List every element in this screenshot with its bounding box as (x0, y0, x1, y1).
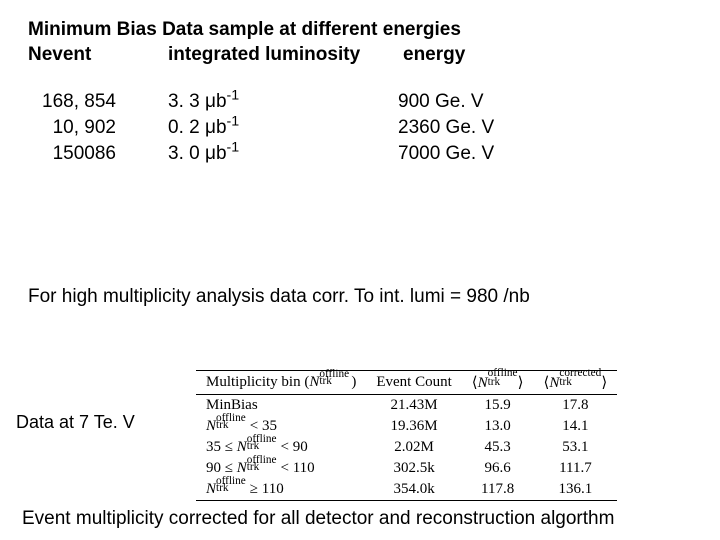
c4-cell: 53.1 (534, 437, 618, 458)
table-header-row: Multiplicity bin (Nofflinetrk) Event Cou… (196, 371, 617, 395)
col-nevent: Nevent (28, 43, 168, 68)
bin-cell: Nofflinetrk ≥ 110 (196, 479, 366, 501)
table-row: Nofflinetrk ≥ 110 354.0k 117.8 136.1 (196, 479, 617, 501)
lumi: 0. 2 μb-1 (168, 115, 338, 141)
c3-cell: 117.8 (462, 479, 534, 501)
data-block: 168, 854 3. 3 μb-1 900 Ge. V 10, 902 0. … (28, 89, 692, 166)
c3-cell: 96.6 (462, 458, 534, 479)
bin-cell: 35 ≤ Nofflinetrk < 90 (196, 437, 366, 458)
ev-cell: 354.0k (366, 479, 461, 501)
data-row: 168, 854 3. 3 μb-1 900 Ge. V (28, 89, 692, 115)
c4-cell: 111.7 (534, 458, 618, 479)
col-energy: energy (403, 43, 465, 68)
col-bin: Multiplicity bin (Nofflinetrk) (196, 371, 366, 395)
c3-cell: 15.9 (462, 395, 534, 417)
heading: Minimum Bias Data sample at different en… (28, 18, 692, 67)
table-row: MinBias 21.43M 15.9 17.8 (196, 395, 617, 417)
energy: 7000 Ge. V (338, 141, 628, 167)
col-ntrk-offline: Nofflinetrk (462, 371, 534, 395)
column-labels: Nevent integrated luminosity energy (28, 43, 692, 68)
data-row: 10, 902 0. 2 μb-1 2360 Ge. V (28, 115, 692, 141)
ev-cell: 21.43M (366, 395, 461, 417)
note-correction: Event multiplicity corrected for all det… (22, 508, 614, 530)
col-ntrk-corrected: Ncorrectedtrk (534, 371, 618, 395)
nevent: 150086 (28, 141, 116, 167)
lumi: 3. 3 μb-1 (168, 89, 338, 115)
col-lumi: integrated luminosity (168, 43, 403, 68)
energy: 2360 Ge. V (338, 115, 628, 141)
nevent: 168, 854 (28, 89, 116, 115)
c3-cell: 45.3 (462, 437, 534, 458)
lumi: 3. 0 μb-1 (168, 141, 338, 167)
bin-cell: Nofflinetrk < 35 (196, 416, 366, 437)
table-row: 90 ≤ Nofflinetrk < 110 302.5k 96.6 111.7 (196, 458, 617, 479)
caption: Data at 7 Te. V (16, 412, 135, 433)
nevent: 10, 902 (28, 115, 116, 141)
ev-cell: 302.5k (366, 458, 461, 479)
c3-cell: 13.0 (462, 416, 534, 437)
event-count-table: Multiplicity bin (Nofflinetrk) Event Cou… (196, 370, 617, 501)
data-row: 150086 3. 0 μb-1 7000 Ge. V (28, 141, 692, 167)
ev-cell: 2.02M (366, 437, 461, 458)
energy: 900 Ge. V (338, 89, 628, 115)
col-eventcount: Event Count (366, 371, 461, 395)
ev-cell: 19.36M (366, 416, 461, 437)
c4-cell: 136.1 (534, 479, 618, 501)
c4-cell: 14.1 (534, 416, 618, 437)
c4-cell: 17.8 (534, 395, 618, 417)
title: Minimum Bias Data sample at different en… (28, 18, 692, 43)
note-lumi: For high multiplicity analysis data corr… (28, 286, 692, 308)
